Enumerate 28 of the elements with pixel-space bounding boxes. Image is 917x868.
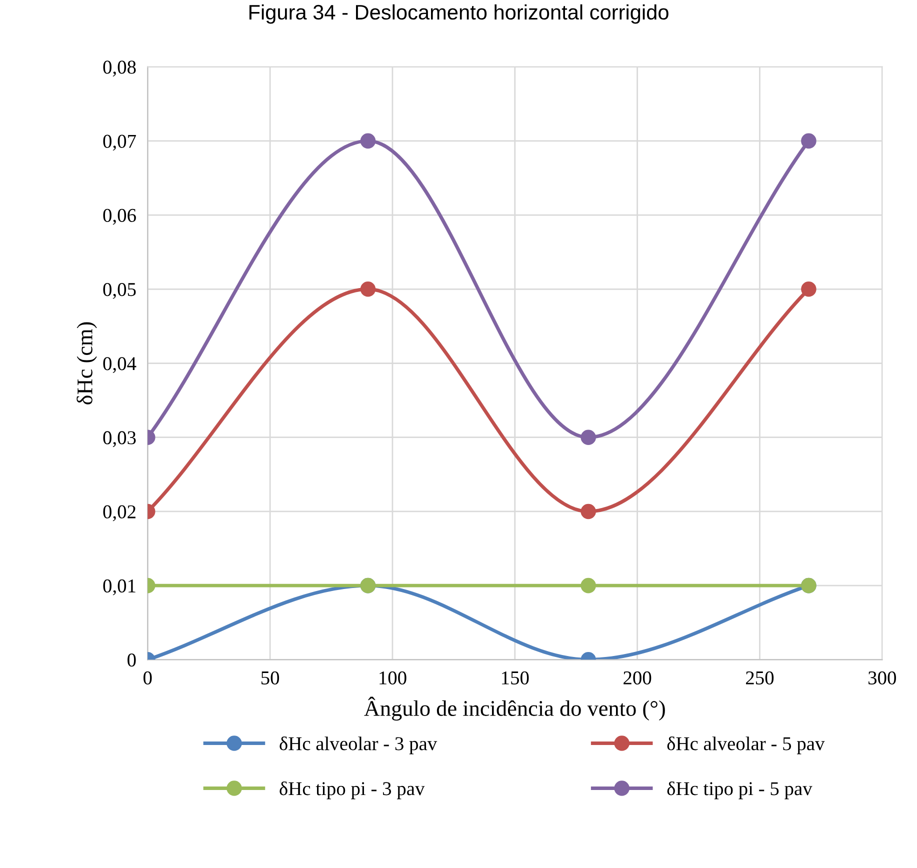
y-tick-label: 0,05	[103, 282, 136, 299]
point	[580, 430, 596, 446]
point	[580, 504, 596, 520]
y-tick-label: 0,06	[103, 208, 136, 225]
y-tick-label: 0,02	[103, 505, 136, 522]
y-tick-label: 0,04	[103, 357, 136, 373]
y-tick-label: 0,01	[103, 579, 136, 596]
y-tick-label: 0,03	[103, 431, 136, 448]
x-tick-label: 300	[868, 671, 896, 684]
legend-label: δHc alveolar - 5 pav	[667, 736, 825, 754]
y-tick-label: 0,07	[103, 134, 136, 151]
x-tick-label: 150	[502, 671, 529, 684]
x-tick-label: 50	[261, 671, 280, 684]
x-tick-label: 200	[624, 671, 652, 684]
x-tick-label: 250	[746, 671, 774, 684]
x-tick-label: 0	[144, 671, 152, 684]
chart-title: Figura 34 - Deslocamento horizontal corrigido	[249, 4, 668, 24]
point	[580, 578, 596, 594]
x-axis-title: Ângulo de incidência do vento (°)	[364, 696, 665, 721]
y-axis-title: δHc (cm)	[76, 322, 97, 404]
legend-label: δHc tipo pi - 5 pav	[667, 781, 812, 800]
legend-label: δHc tipo pi - 3 pav	[280, 781, 425, 800]
x-tick-label: 100	[380, 671, 406, 684]
point	[801, 133, 816, 149]
legend-label: δHc alveolar - 3 pav	[280, 736, 438, 754]
y-tick-label: 0,08	[103, 60, 136, 77]
y-tick-label: 0	[128, 653, 136, 667]
point	[801, 282, 816, 297]
